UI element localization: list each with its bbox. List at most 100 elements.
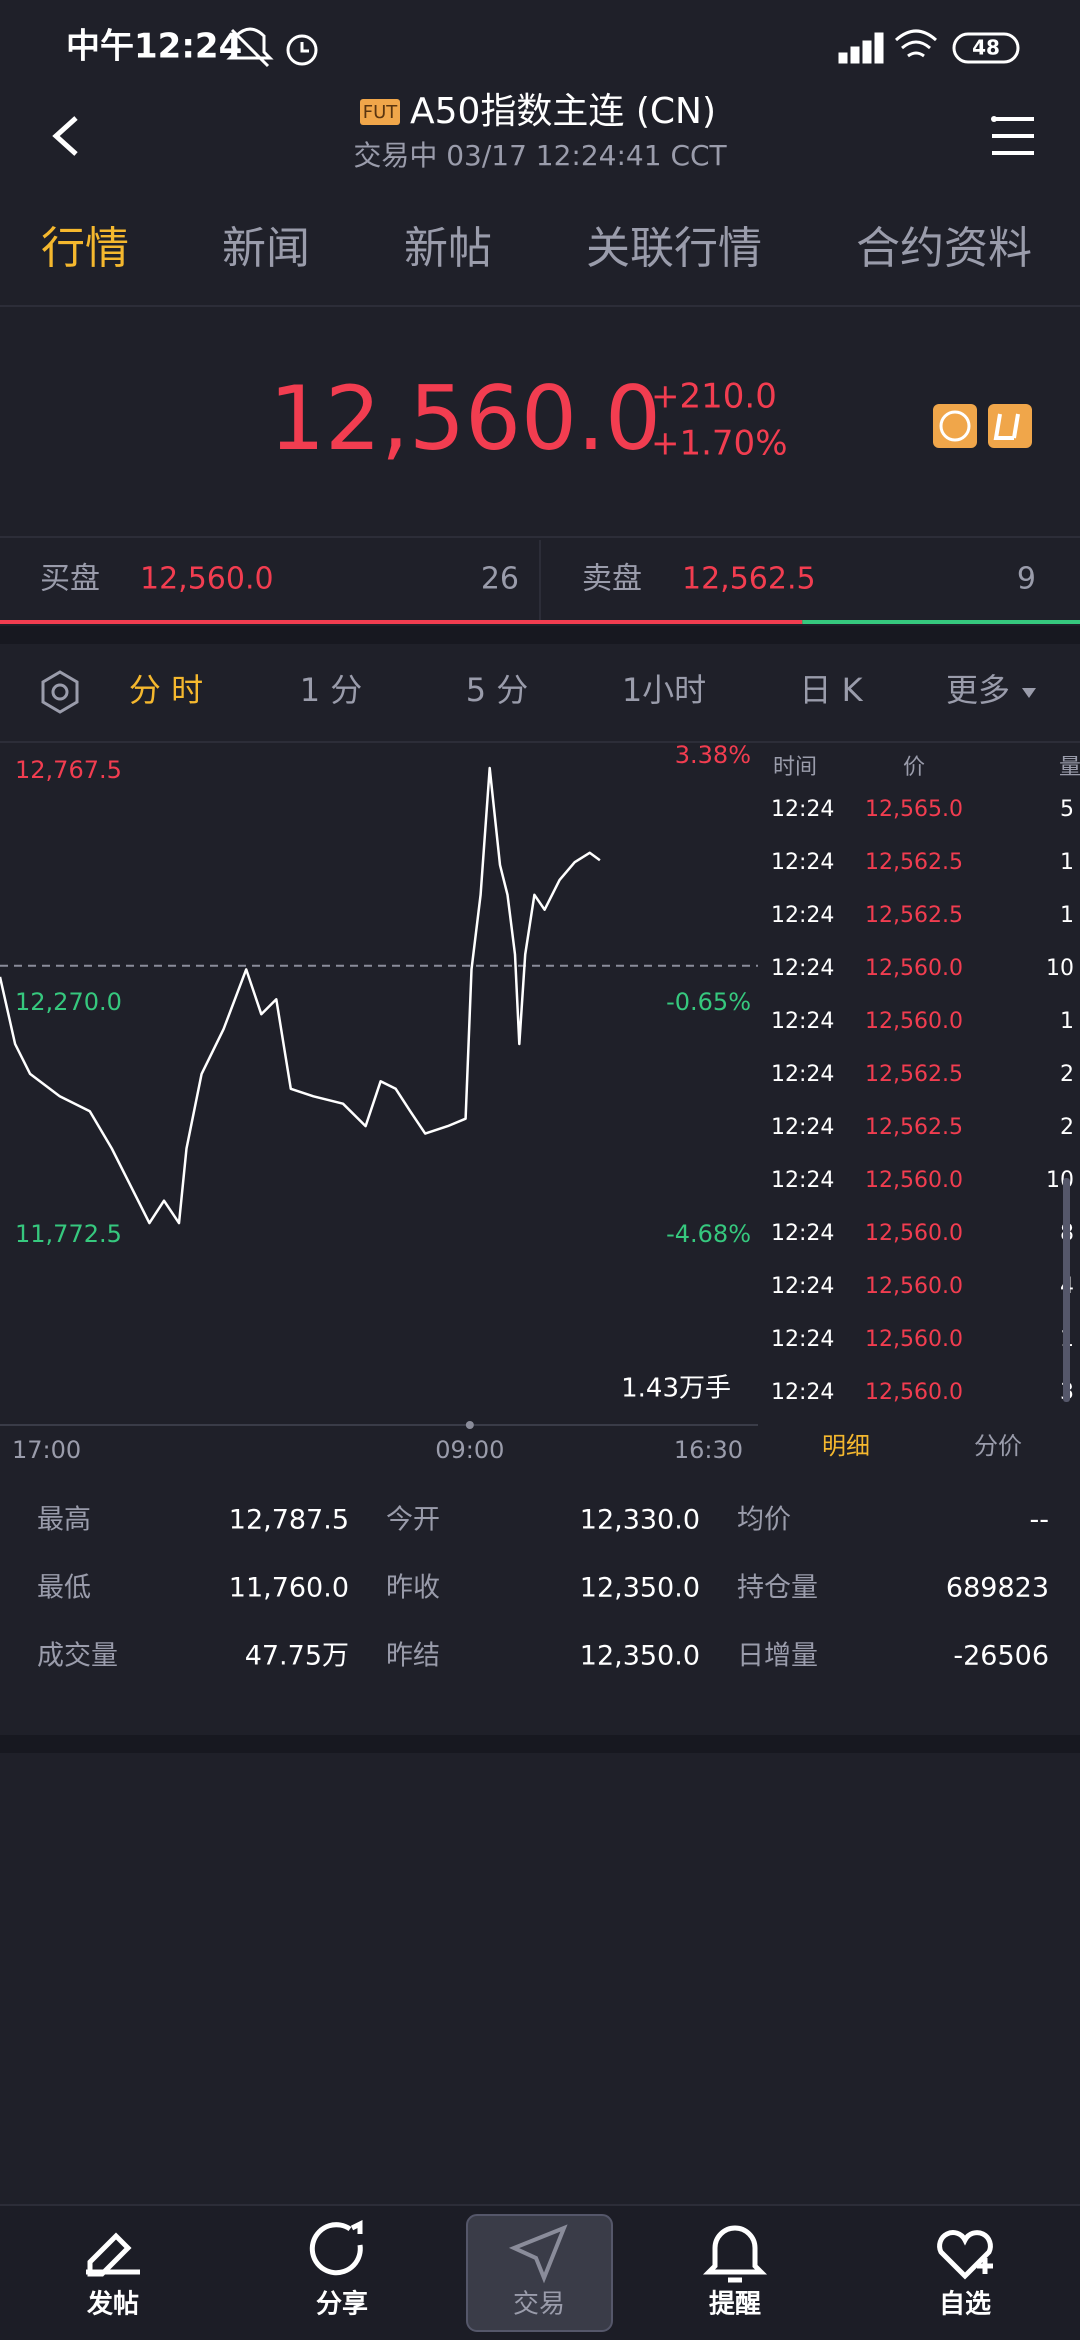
period-tab[interactable]: 5 分: [466, 671, 529, 709]
icon-badge[interactable]: [933, 404, 977, 448]
detail-tab[interactable]: 明细: [822, 1432, 870, 1460]
badge-text: FUT: [363, 102, 399, 123]
trade-price: 12,562.5: [865, 1115, 963, 1140]
trade-price: 12,560.0: [865, 1009, 963, 1034]
trade-time: 12:24: [771, 1380, 834, 1405]
stat-value: 12,787.5: [229, 1505, 349, 1536]
stat-label: 最低: [37, 1573, 91, 1604]
status-icons: [226, 27, 1020, 68]
trade-time: 12:24: [771, 1274, 834, 1299]
menu-button[interactable]: [991, 116, 1034, 155]
trade-header: 价: [903, 755, 925, 780]
bid-bar: [0, 620, 803, 624]
stat-label: 今开: [386, 1505, 440, 1536]
period-tab[interactable]: 1 分: [300, 671, 363, 709]
trade-price: 12,565.0: [865, 797, 963, 822]
divider: [0, 2204, 1080, 2206]
x-tick-label: 09:00: [435, 1436, 504, 1464]
nav-item[interactable]: 交易: [513, 2290, 565, 2320]
trade-time: 12:24: [771, 903, 834, 928]
nav-icons: [86, 2219, 993, 2284]
volume-label: 1.43万手: [621, 1374, 731, 1404]
x-tick-label: 17:00: [12, 1436, 81, 1464]
tab[interactable]: 新帖: [404, 223, 492, 274]
tab[interactable]: 合约资料: [856, 223, 1032, 274]
trade-price: 12,562.5: [865, 903, 963, 928]
trade-qty: 5: [1060, 797, 1074, 822]
price-change-pct: +1.70%: [651, 424, 788, 464]
ask-size: 9: [1017, 562, 1036, 597]
trade-price: 12,560.0: [865, 1221, 963, 1246]
trade-time: 12:24: [771, 1115, 834, 1140]
section-gap: [0, 1735, 1080, 1753]
period-tab[interactable]: 日 K: [799, 671, 863, 709]
trade-button-bg: [466, 2214, 613, 2332]
trade-time: 12:24: [771, 1009, 834, 1034]
stat-value: 12,350.0: [580, 1573, 700, 1604]
bid-size: 26: [481, 562, 519, 597]
instrument-title: A50指数主连 (CN): [410, 91, 716, 132]
divider: [539, 540, 541, 620]
nav-item[interactable]: 发帖: [86, 2289, 139, 2320]
divider: [0, 305, 1080, 307]
x-tick-dot: [465, 1421, 474, 1429]
trade-time: 12:24: [771, 956, 834, 981]
last-price: 12,560.0: [269, 367, 661, 470]
pct-label: 3.38%: [675, 741, 751, 769]
detail-tab[interactable]: 分价: [974, 1432, 1022, 1460]
tab[interactable]: 关联行情: [586, 223, 762, 274]
trade-qty: 1: [1060, 850, 1074, 875]
nav-item[interactable]: 提醒: [709, 2290, 761, 2320]
trade-time: 12:24: [771, 797, 834, 822]
trade-price: 12,562.5: [865, 850, 963, 875]
tab[interactable]: 新闻: [222, 223, 310, 274]
stat-value: --: [1030, 1505, 1050, 1536]
period-tab[interactable]: 分 时: [129, 671, 203, 709]
nav-item[interactable]: 分享: [316, 2289, 368, 2320]
stat-label: 日增量: [737, 1641, 818, 1672]
stat-value: 12,350.0: [580, 1641, 700, 1672]
dropdown-arrow: [1022, 688, 1036, 698]
tab[interactable]: 行情: [41, 223, 129, 274]
bid-price: 12,560.0: [140, 562, 274, 597]
trade-header: 量: [1059, 755, 1080, 780]
settings-icon[interactable]: [41, 670, 79, 714]
period-tab[interactable]: 1小时: [622, 671, 706, 709]
trade-price: 12,560.0: [865, 1274, 963, 1299]
stat-value: 47.75万: [245, 1641, 349, 1672]
stat-value: 12,330.0: [580, 1505, 700, 1536]
trade-qty: 1: [1060, 1009, 1074, 1034]
trade-time: 12:24: [771, 1327, 834, 1352]
trade-qty: 1: [1060, 903, 1074, 928]
trade-time: 12:24: [771, 1062, 834, 1087]
stat-label: 持仓量: [737, 1573, 818, 1604]
trade-price: 12,562.5: [865, 1062, 963, 1087]
level1-badge[interactable]: [988, 404, 1032, 448]
battery-level: 48: [972, 36, 1000, 60]
y-tick-label: 12,270.0: [15, 988, 122, 1016]
bid-label: 买盘: [40, 562, 100, 597]
stat-label: 成交量: [37, 1641, 118, 1672]
trade-qty: 10: [1046, 956, 1074, 981]
trade-price: 12,560.0: [865, 956, 963, 981]
back-button[interactable]: [52, 116, 78, 156]
icon-glyph: [939, 410, 971, 442]
period-tab[interactable]: 更多: [946, 671, 1010, 709]
trade-price: 12,560.0: [865, 1380, 963, 1405]
trade-header: 时间: [773, 755, 817, 780]
nav-item[interactable]: 自选: [939, 2289, 991, 2320]
trade-qty: 2: [1060, 1062, 1074, 1087]
scrollbar: [1063, 1178, 1070, 1402]
ask-bar: [802, 620, 1080, 624]
pct-label: -0.65%: [666, 988, 751, 1016]
section-gap: [0, 626, 1080, 644]
stat-label: 昨结: [386, 1641, 440, 1672]
trade-time: 12:24: [771, 850, 834, 875]
ask-price: 12,562.5: [682, 562, 816, 597]
stat-value: 689823: [946, 1573, 1049, 1604]
pct-label: -4.68%: [666, 1220, 751, 1248]
divider: [0, 741, 1080, 743]
